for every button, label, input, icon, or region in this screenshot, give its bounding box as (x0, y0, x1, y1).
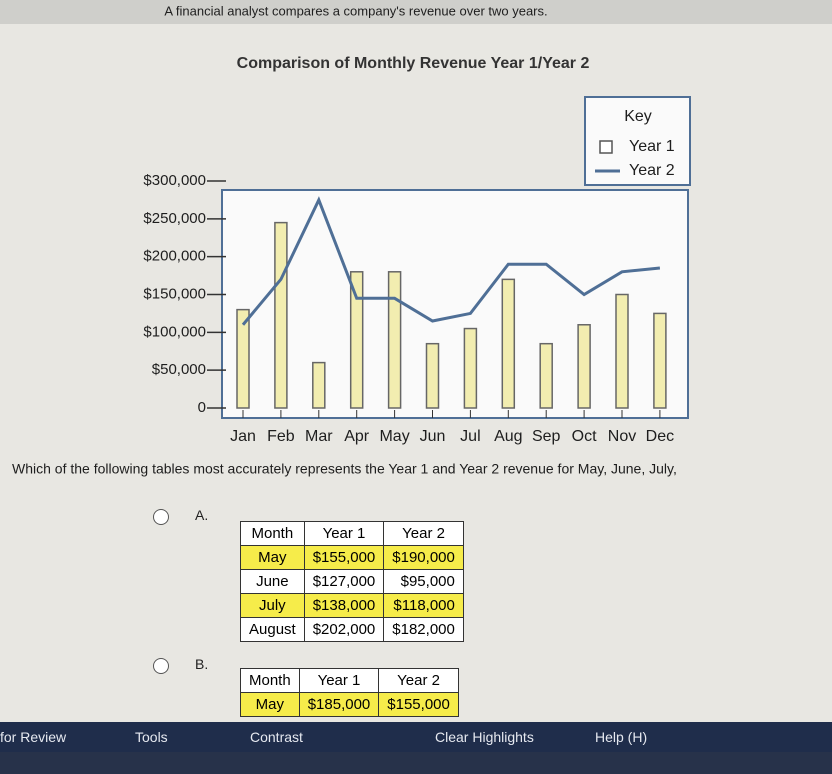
x-tick-label: Jun (420, 428, 446, 445)
table-cell: $95,000 (383, 569, 464, 594)
bar (425, 342, 440, 409)
table-cell: $185,000 (298, 692, 380, 717)
bar (236, 308, 250, 409)
table-cell: May (240, 545, 305, 570)
column-header: Year 2 (383, 521, 464, 546)
table-cell: August (240, 617, 305, 642)
table-body: May $185,000 $155,000 (240, 692, 459, 717)
option-label: A. (195, 507, 209, 523)
x-tick-label: Dec (646, 428, 674, 445)
legend-label: Year 1 (629, 138, 675, 155)
radio-button[interactable] (153, 509, 169, 525)
table-row: May $185,000 $155,000 (240, 692, 459, 717)
toolbar-button[interactable]: Contrast (250, 729, 303, 745)
column-header: Year 1 (298, 668, 380, 693)
table-cell: $155,000 (303, 545, 385, 570)
bar (501, 278, 516, 409)
table-cell: $182,000 (383, 617, 464, 642)
table-cell: $138,000 (303, 593, 385, 618)
legend-label: Year 2 (629, 162, 675, 179)
table-row: June $127,000 $95,000 (240, 569, 464, 594)
y-tick-label: $50,000 (152, 361, 206, 378)
bar (539, 342, 553, 409)
question: Which of the following tables most accur… (12, 461, 677, 477)
table-cell: $190,000 (383, 545, 464, 570)
bar (615, 293, 629, 409)
x-tick-label: Jan (230, 428, 256, 445)
x-tick-label: Jul (460, 428, 480, 445)
legend-title: Key (624, 108, 652, 125)
column-header: Year 1 (303, 521, 385, 546)
column-header: Month (240, 668, 300, 693)
bar (349, 271, 364, 409)
line (241, 196, 661, 326)
x-tick-label: Mar (305, 428, 333, 445)
x-tick-label: Oct (572, 428, 597, 445)
toolbar-button[interactable]: Clear Highlights (435, 729, 534, 745)
table-row: August $202,000 $182,000 (240, 617, 464, 642)
bar (463, 327, 478, 409)
table-cell: $118,000 (383, 593, 464, 618)
toolbar: for Review Tools Contrast Clear Highlights H… (0, 722, 832, 752)
x-tick-label: Sep (532, 428, 561, 445)
table-cell: June (240, 569, 305, 594)
x-tick-label: May (379, 428, 409, 445)
x-tick-label: Feb (267, 428, 295, 445)
header-row: Month Year 1 Year 2 (240, 668, 459, 693)
answer-table: Month Year 1 Year 2 May $155,000 $190,000 June… (240, 521, 464, 642)
x-tick-label: Apr (344, 428, 370, 445)
prompt: A financial analyst compares a company's… (164, 3, 547, 18)
column-header: Year 2 (378, 668, 459, 693)
bar (274, 221, 288, 409)
option-label: B. (195, 656, 209, 672)
toolbar-button[interactable]: Help (H) (595, 729, 648, 745)
prompt-bar (0, 0, 832, 24)
header-row: Month Year 1 Year 2 (240, 521, 464, 546)
legend-swatch (599, 140, 613, 154)
chart-title: Comparison of Monthly Revenue Year 1/Yea… (237, 55, 590, 72)
y-tick-label: $200,000 (143, 248, 206, 265)
table-cell: $155,000 (378, 692, 459, 717)
table-cell: May (240, 692, 300, 717)
table-header: Month Year 1 Year 2 (240, 521, 464, 546)
taskbar (0, 752, 832, 774)
y-tick-label: 0 (198, 399, 206, 416)
table-header: Month Year 1 Year 2 (240, 668, 459, 693)
toolbar-button[interactable]: Tools (135, 729, 168, 745)
y-tick-label: $300,000 (143, 172, 206, 189)
x-tick-label: Nov (608, 428, 636, 445)
table-row: July $138,000 $118,000 (240, 593, 464, 618)
table-cell: July (240, 593, 305, 618)
bar (653, 312, 667, 409)
table-row: May $155,000 $190,000 (240, 545, 464, 570)
y-tick-label: $150,000 (143, 285, 206, 302)
table-cell: $127,000 (303, 569, 385, 594)
bar (577, 324, 591, 409)
y-tick-label: $250,000 (143, 210, 206, 227)
y-tick-label: $100,000 (143, 323, 206, 340)
chart: A financial analyst compares a company's… (0, 0, 832, 477)
plot-area (221, 189, 689, 419)
x-tick-label: Aug (494, 428, 522, 445)
answer-table: Month Year 1 Year 2 May $185,000 $155,000 (240, 668, 459, 717)
table-cell: $202,000 (303, 617, 385, 642)
column-header: Month (240, 521, 305, 546)
bar (387, 271, 402, 409)
table-body: May $155,000 $190,000 June $127,000 $95,000 Ju… (240, 545, 464, 642)
toolbar-button[interactable]: for Review (0, 729, 67, 745)
bar (312, 361, 326, 409)
radio-button[interactable] (153, 658, 169, 674)
